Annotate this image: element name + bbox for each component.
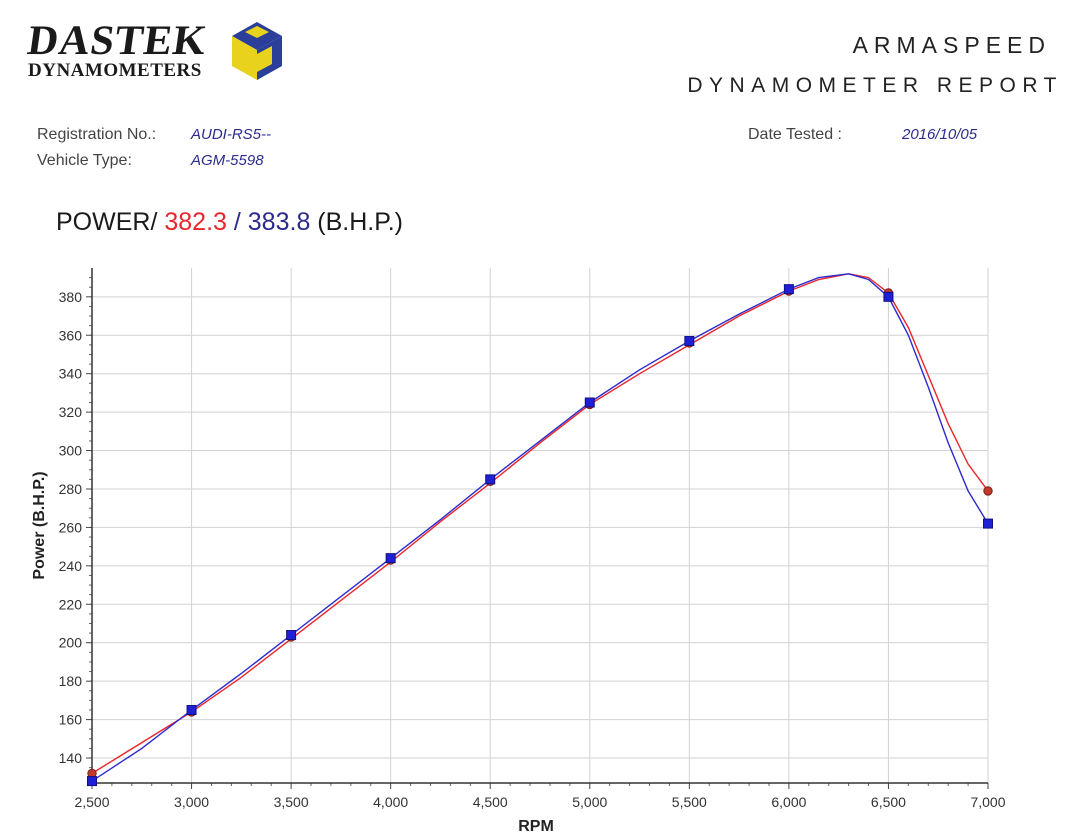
series-2-marker bbox=[783, 284, 794, 295]
x-tick-label: 5,500 bbox=[672, 794, 707, 810]
report-brand: ARMASPEED bbox=[852, 32, 1051, 58]
y-tick-label: 320 bbox=[59, 404, 83, 420]
series-2-marker bbox=[87, 776, 97, 787]
y-tick-label: 260 bbox=[59, 519, 83, 535]
series-1-marker bbox=[983, 486, 993, 496]
vehicle-type-label: Vehicle Type: bbox=[37, 152, 132, 169]
y-tick-label: 280 bbox=[59, 481, 83, 497]
x-tick-label: 7,000 bbox=[970, 794, 1005, 810]
series-1-line bbox=[91, 273, 989, 774]
cube-logo-icon bbox=[232, 22, 282, 80]
registration-label: Registration No.: bbox=[37, 126, 157, 143]
registration-value: AUDI-RS5-- bbox=[191, 126, 272, 143]
series-2-marker bbox=[883, 291, 894, 302]
power-value-red: 382.3 bbox=[164, 208, 227, 236]
x-axis-label: RPM bbox=[518, 818, 554, 835]
y-tick-label: 240 bbox=[59, 558, 83, 574]
x-tick-label: 6,000 bbox=[771, 794, 806, 810]
x-tick-label: 5,000 bbox=[572, 794, 607, 810]
series-2-line bbox=[91, 273, 989, 782]
report-title: DYNAMOMETER REPORT bbox=[687, 74, 1063, 97]
x-tick-label: 4,000 bbox=[373, 794, 408, 810]
date-tested-label: Date Tested : bbox=[748, 126, 842, 143]
power-title-prefix: POWER/ bbox=[56, 208, 158, 236]
series-2-marker bbox=[584, 397, 595, 408]
y-tick-label: 180 bbox=[59, 673, 83, 689]
y-tick-label: 160 bbox=[59, 712, 83, 728]
series-2-marker bbox=[983, 518, 993, 529]
x-tick-label: 3,500 bbox=[274, 794, 309, 810]
y-tick-label: 340 bbox=[59, 366, 83, 382]
x-tick-label: 6,500 bbox=[871, 794, 906, 810]
series-2-marker bbox=[186, 704, 197, 715]
series-2-marker bbox=[485, 474, 496, 485]
series-2-marker bbox=[286, 630, 297, 641]
y-tick-label: 220 bbox=[59, 596, 83, 612]
power-title: POWER/ 382.3 / 383.8 (B.H.P.) bbox=[56, 208, 403, 237]
power-title-unit: (B.H.P.) bbox=[317, 208, 403, 236]
y-tick-label: 200 bbox=[59, 635, 83, 651]
x-tick-label: 2,500 bbox=[74, 794, 109, 810]
series-2-marker bbox=[684, 336, 695, 347]
x-tick-label: 4,500 bbox=[473, 794, 508, 810]
power-value-blue: 383.8 bbox=[247, 208, 311, 236]
series-2-marker bbox=[385, 553, 396, 564]
y-axis-label: Power (B.H.P.) bbox=[31, 471, 48, 579]
date-tested-value: 2016/10/05 bbox=[902, 126, 978, 143]
y-tick-label: 140 bbox=[59, 750, 83, 766]
y-tick-label: 360 bbox=[59, 327, 83, 343]
x-tick-label: 3,000 bbox=[174, 794, 209, 810]
y-tick-label: 380 bbox=[59, 289, 83, 305]
dastek-logo: DASTEK DYNAMOMETERS bbox=[25, 18, 288, 90]
power-title-separator: / bbox=[233, 208, 241, 236]
logo-subtitle: DYNAMOMETERS bbox=[28, 60, 202, 81]
vehicle-type-value: AGM-5598 bbox=[191, 152, 264, 169]
y-tick-label: 300 bbox=[59, 443, 83, 459]
